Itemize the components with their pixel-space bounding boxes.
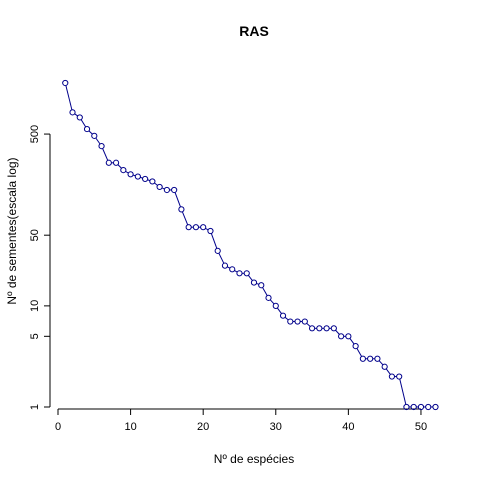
x-tick-label: 20 (197, 421, 209, 433)
data-point (301, 318, 308, 325)
series-line-segment (65, 85, 73, 110)
data-point (149, 178, 156, 185)
series-line-segment (174, 192, 181, 208)
y-tick-label: 1 (29, 404, 41, 410)
data-point (243, 270, 250, 277)
series-line-segment (262, 287, 268, 296)
data-point (250, 279, 258, 286)
data-point (69, 109, 76, 116)
data-point (258, 282, 265, 289)
series-line-segment (205, 227, 209, 231)
data-point (287, 318, 294, 325)
data-point (105, 159, 112, 166)
x-tick-label: 40 (342, 421, 354, 433)
data-point (156, 183, 163, 191)
data-point (396, 373, 403, 380)
data-point (127, 171, 134, 178)
data-point (417, 403, 425, 411)
data-point (178, 206, 185, 213)
series-line-segment (218, 252, 225, 264)
series-line-segment (95, 137, 101, 145)
data-point (338, 333, 345, 340)
data-point (316, 325, 323, 332)
series-line-segment (399, 378, 407, 405)
x-tick-label: 50 (415, 421, 427, 433)
data-point (120, 167, 127, 174)
series-line-segment (210, 233, 218, 249)
data-point (112, 159, 120, 166)
data-point (352, 343, 359, 350)
data-point (83, 125, 91, 133)
series-line-segment (125, 170, 129, 174)
series-line-segment (276, 307, 282, 314)
series-line-segment (385, 368, 391, 375)
y-ticks: 1 5 10 50 500 (29, 125, 50, 410)
data-point (432, 403, 439, 411)
data-point (98, 143, 105, 150)
x-tick-label: 30 (270, 421, 282, 433)
data-point (200, 224, 207, 231)
data-point (62, 79, 69, 87)
data-point (308, 325, 316, 332)
data-point (185, 224, 192, 231)
data-point (388, 373, 396, 380)
y-tick-label: 50 (29, 229, 41, 241)
data-point (359, 355, 366, 362)
data-point (272, 302, 279, 309)
data-point (134, 173, 141, 180)
data-point (76, 114, 83, 121)
series-line-segment (234, 270, 238, 273)
series-line-segment (284, 316, 289, 321)
data-point (207, 227, 214, 235)
data-point (142, 175, 149, 183)
data-point (229, 266, 236, 273)
data-point (279, 312, 287, 319)
series-line-segment (269, 299, 275, 305)
series-line-segment (102, 148, 109, 161)
series-line-segment (74, 113, 78, 117)
data-point (265, 294, 272, 301)
axes: 0 10 20 30 40 50 1 5 10 50 500 (29, 125, 427, 433)
data-point (294, 318, 301, 325)
data-point (403, 403, 410, 411)
y-tick-label: 10 (29, 300, 41, 312)
data-point (410, 403, 417, 411)
data-point (236, 270, 243, 277)
data-point (345, 333, 352, 340)
y-axis-label: Nº de sementes(escala log) (5, 157, 19, 304)
x-axis-label: Nº de espécies (214, 452, 294, 466)
series-line-segment (356, 348, 363, 357)
data-point (425, 403, 432, 411)
data-point (323, 325, 330, 332)
series-line-segment (181, 211, 189, 225)
series-line-segment (335, 329, 340, 335)
series-line-segment (378, 360, 384, 366)
series-line-segment (117, 164, 122, 169)
data-point (163, 186, 170, 194)
series-line-segment (349, 338, 355, 345)
x-tick-label: 10 (124, 421, 136, 433)
series-layer (62, 79, 439, 411)
series-line-segment (80, 119, 87, 128)
y-tick-label: 5 (29, 333, 41, 339)
series-line-segment (88, 130, 93, 135)
x-ticks: 0 10 20 30 40 50 (55, 409, 427, 433)
data-point (91, 132, 98, 139)
series-line-segment (306, 322, 311, 327)
series-line-segment (247, 275, 253, 281)
data-point (214, 247, 221, 254)
data-point (171, 186, 178, 194)
data-point (221, 262, 229, 269)
data-point (381, 363, 388, 370)
y-tick-label: 500 (29, 125, 41, 143)
data-point (192, 224, 200, 231)
data-point (374, 355, 381, 362)
data-point (330, 325, 337, 332)
chart-title: RAS (239, 23, 269, 39)
series-line-segment (154, 182, 158, 186)
x-tick-label: 0 (55, 421, 61, 433)
data-point (367, 355, 374, 362)
